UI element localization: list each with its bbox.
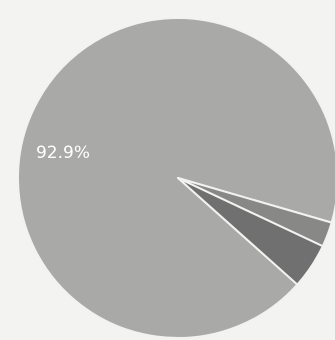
pie-slices — [17, 17, 335, 339]
pie-slice-2 — [177, 177, 333, 248]
pie-labels: 92.9% — [36, 143, 90, 163]
pie-slice-0 — [17, 17, 335, 339]
pie-slice-label-0: 92.9% — [36, 143, 90, 163]
